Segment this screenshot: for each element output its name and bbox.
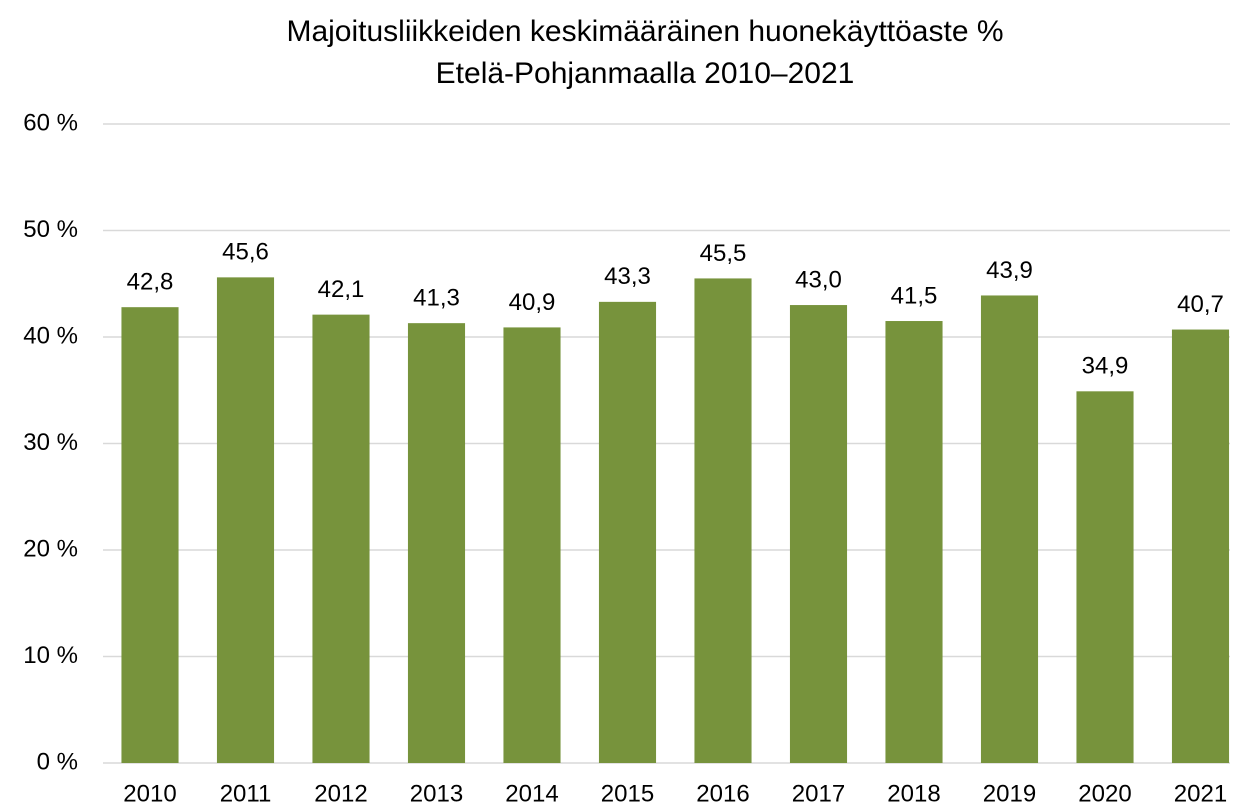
bar (1171, 329, 1230, 763)
x-tick-label: 2014 (505, 780, 558, 807)
x-tick-label: 2012 (314, 780, 367, 807)
data-label: 45,6 (222, 239, 269, 266)
x-tick-label: 2015 (601, 780, 654, 807)
data-label: 43,3 (604, 263, 651, 290)
data-label: 41,5 (891, 282, 938, 309)
x-tick-label: 2016 (696, 780, 749, 807)
data-label: 43,9 (986, 257, 1033, 284)
y-tick-label: 20 % (23, 535, 78, 562)
bar (312, 314, 370, 763)
data-label: 45,5 (700, 240, 747, 267)
bar (1076, 391, 1134, 763)
chart-subtitle: Etelä-Pohjanmaalla 2010–2021 (436, 57, 855, 90)
y-tick-label: 30 % (23, 429, 78, 456)
data-label: 41,3 (413, 284, 460, 311)
data-label: 42,8 (127, 269, 174, 296)
bar (694, 278, 752, 763)
x-tick-label: 2019 (983, 780, 1036, 807)
x-tick-label: 2011 (220, 780, 272, 807)
bar (598, 301, 657, 763)
bar (980, 295, 1039, 763)
x-tick-label: 2020 (1078, 780, 1131, 807)
bar (216, 277, 275, 763)
x-tick-label: 2017 (792, 780, 845, 807)
x-tick-label: 2010 (123, 780, 176, 807)
y-tick-label: 60 % (23, 109, 78, 136)
bar (407, 323, 466, 763)
bar (789, 305, 848, 763)
data-label: 40,7 (1177, 291, 1224, 318)
y-tick-label: 40 % (23, 322, 78, 349)
x-tick-label: 2021 (1174, 780, 1227, 807)
data-label: 43,0 (795, 266, 842, 293)
data-label: 40,9 (509, 289, 556, 316)
y-tick-label: 50 % (23, 216, 78, 243)
bar (503, 327, 561, 763)
x-tick-label: 2013 (410, 780, 463, 807)
bar (885, 321, 943, 763)
y-tick-label: 0 % (37, 748, 78, 775)
data-label: 34,9 (1082, 353, 1129, 380)
data-label: 42,1 (318, 276, 365, 303)
bar (121, 307, 179, 763)
chart-title: Majoitusliikkeiden keskimääräinen huonek… (286, 15, 1003, 48)
y-tick-label: 10 % (23, 642, 78, 669)
x-tick-label: 2018 (887, 780, 940, 807)
